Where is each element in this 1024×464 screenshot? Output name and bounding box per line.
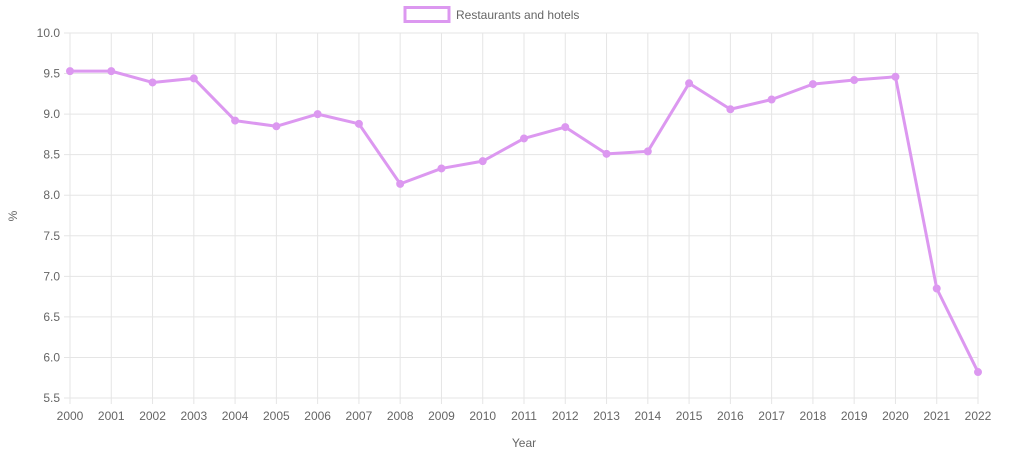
- data-point[interactable]: [272, 122, 281, 131]
- y-tick-label: 9.5: [43, 67, 60, 81]
- x-tick-label: 2011: [511, 409, 537, 423]
- legend-label[interactable]: Restaurants and hotels: [456, 8, 579, 22]
- legend[interactable]: Restaurants and hotels: [403, 6, 579, 23]
- y-tick-label: 8.5: [43, 148, 60, 162]
- x-tick-label: 2014: [634, 409, 661, 423]
- data-point[interactable]: [974, 368, 982, 377]
- x-tick-label: 2007: [346, 409, 373, 423]
- data-point[interactable]: [66, 67, 74, 76]
- y-tick-label: 7.0: [43, 269, 60, 283]
- x-tick-label: 2010: [469, 409, 496, 423]
- data-point[interactable]: [891, 72, 900, 81]
- data-point[interactable]: [643, 147, 652, 156]
- x-tick-label: 2015: [676, 409, 703, 423]
- data-point[interactable]: [396, 179, 405, 188]
- data-point[interactable]: [602, 149, 611, 158]
- data-point[interactable]: [437, 164, 446, 173]
- data-point[interactable]: [478, 157, 487, 166]
- x-tick-label: 2000: [57, 409, 84, 423]
- x-axis-title: Year: [512, 436, 536, 450]
- data-point[interactable]: [932, 284, 941, 293]
- x-tick-label: 2016: [717, 409, 744, 423]
- y-axis-title: %: [6, 210, 20, 221]
- y-tick-label: 6.5: [43, 310, 60, 324]
- y-tick-label: 10.0: [37, 26, 61, 40]
- x-tick-label: 2021: [923, 409, 950, 423]
- x-tick-label: 2019: [841, 409, 868, 423]
- legend-swatch[interactable]: [403, 6, 451, 23]
- y-tick-label: 8.0: [43, 188, 60, 202]
- data-point[interactable]: [189, 74, 198, 83]
- x-tick-label: 2009: [428, 409, 455, 423]
- data-point[interactable]: [726, 105, 735, 114]
- data-point[interactable]: [561, 123, 570, 132]
- data-point[interactable]: [685, 79, 694, 88]
- x-tick-label: 2017: [758, 409, 785, 423]
- y-tick-label: 6.0: [43, 350, 60, 364]
- data-point[interactable]: [107, 67, 116, 76]
- x-tick-label: 2003: [180, 409, 207, 423]
- x-tick-label: 2020: [882, 409, 909, 423]
- x-tick-label: 2005: [263, 409, 290, 423]
- series-layer: [66, 67, 982, 377]
- data-point[interactable]: [520, 134, 528, 143]
- y-tick-label: 5.5: [43, 391, 60, 405]
- x-tick-label: 2022: [965, 409, 992, 423]
- x-tick-label: 2013: [593, 409, 620, 423]
- grid: [64, 32, 979, 404]
- axes: 10.0 9.5 9.0 8.5 8.0 7.5 7.0 6.5 6.0 5.5 2000 2001 2…: [37, 26, 992, 423]
- data-point[interactable]: [354, 119, 363, 128]
- x-tick-label: 2008: [387, 409, 414, 423]
- x-tick-label: 2012: [552, 409, 579, 423]
- x-tick-label: 2001: [98, 409, 125, 423]
- data-point[interactable]: [850, 76, 859, 85]
- y-tick-label: 9.0: [43, 107, 60, 121]
- y-tick-label: 7.5: [43, 229, 60, 243]
- x-tick-label: 2018: [800, 409, 827, 423]
- data-point[interactable]: [148, 78, 157, 87]
- data-point[interactable]: [767, 95, 776, 104]
- data-point[interactable]: [231, 116, 240, 125]
- x-tick-label: 2006: [304, 409, 331, 423]
- x-tick-label: 2004: [222, 409, 249, 423]
- data-point[interactable]: [808, 80, 817, 89]
- data-point[interactable]: [313, 110, 322, 119]
- x-tick-label: 2002: [139, 409, 166, 423]
